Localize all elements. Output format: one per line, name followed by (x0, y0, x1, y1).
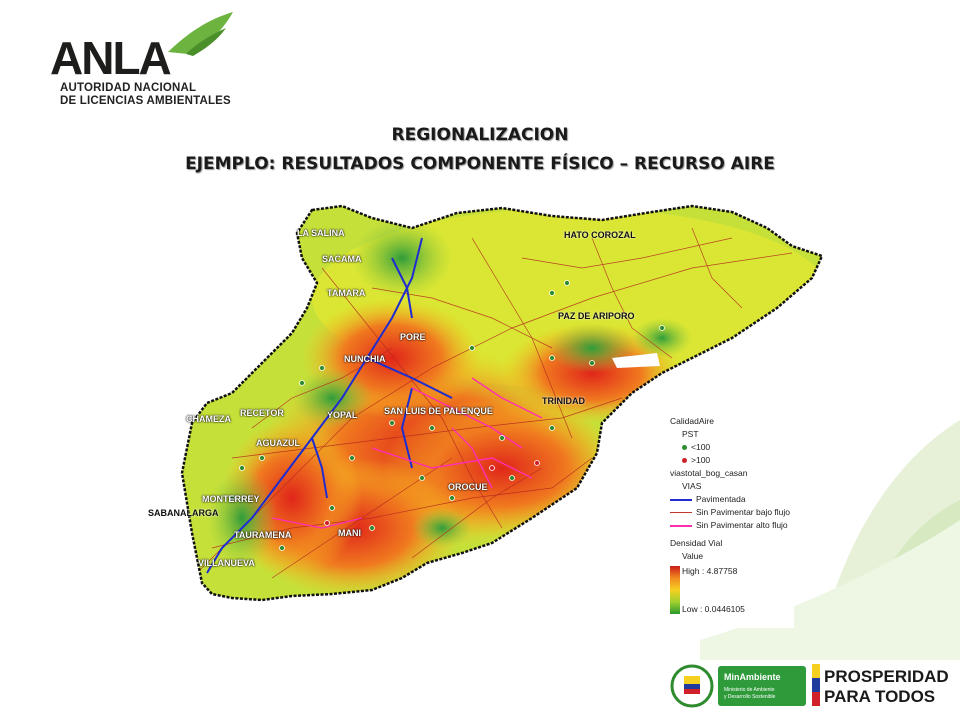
legend-roads-group: VIAS (682, 481, 702, 491)
legend-high-value: High : 4.87758 (682, 566, 738, 576)
minambiente-sub2: y Desarrollo Sostenible (724, 694, 776, 700)
place-label: RECETOR (240, 408, 284, 418)
legend-pst-label: PST (682, 429, 699, 439)
legend-paved-text: Pavimentada (696, 494, 746, 504)
place-label: SABANALARGA (148, 508, 219, 518)
logo-subtitle-line1: AUTORIDAD NACIONAL (60, 82, 197, 94)
unpaved-low-line-icon (670, 512, 692, 514)
place-label: LA SALINA (297, 228, 345, 238)
place-label: MANI (338, 528, 361, 538)
prosperidad-line2: PARA TODOS (824, 687, 935, 706)
place-label: PAZ DE ARIPORO (558, 311, 635, 321)
legend-density-title: Densidad Vial (670, 538, 723, 548)
map-legend: CalidadAire PST <100 >100 viastotal_bog_… (664, 410, 794, 628)
minambiente-sub1: Ministerio de Ambiente (724, 687, 775, 693)
place-label: VILLANUEVA (198, 558, 255, 568)
legend-low-value: Low : 0.0446105 (682, 604, 745, 614)
green-dot-icon (682, 445, 687, 451)
legend-item-high: >100 (682, 455, 710, 465)
minambiente-name: MinAmbiente (724, 672, 781, 682)
prosperidad-logo: PROSPERIDAD PARA TODOS (812, 664, 949, 706)
red-dot-icon (682, 458, 687, 464)
place-label: SACAMA (322, 254, 362, 264)
place-label: OROCUE (448, 482, 488, 492)
minambiente-logo: MinAmbiente Ministerio de Ambiente y Des… (670, 664, 806, 708)
road-density-map: LA SALINA SACAMA TAMARA PORE NUNCHIA HAT… (148, 198, 844, 635)
legend-unpaved-low-text: Sin Pavimentar bajo flujo (696, 507, 791, 517)
prosperidad-line1: PROSPERIDAD (824, 667, 949, 686)
legend-unpaved-high-text: Sin Pavimentar alto flujo (696, 520, 788, 530)
legend-item-unpaved-high: Sin Pavimentar alto flujo (670, 520, 788, 530)
place-label: HATO COROZAL (564, 230, 636, 240)
legend-item-paved: Pavimentada (670, 494, 746, 504)
place-label: TAURAMENA (234, 530, 292, 540)
legend-value-label: Value (682, 551, 704, 561)
density-color-ramp (670, 566, 680, 614)
legend-roads-layer: viastotal_bog_casan (670, 468, 748, 478)
legend-item-low: <100 (682, 442, 710, 452)
anla-logo: ANLA (50, 12, 233, 84)
unpaved-high-line-icon (670, 524, 692, 527)
place-label: TRINIDAD (542, 396, 585, 406)
legend-title: CalidadAire (670, 416, 714, 426)
svg-text:ANLA: ANLA (50, 32, 171, 84)
place-label: YOPAL (327, 410, 358, 420)
place-label: MONTERREY (202, 494, 260, 504)
place-label: NUNCHIA (344, 354, 386, 364)
place-label: AGUAZUL (256, 438, 300, 448)
legend-high-text: >100 (691, 455, 711, 465)
slide-title: REGIONALIZACION (391, 125, 569, 145)
place-label: TAMARA (327, 288, 366, 298)
paved-line-icon (670, 498, 692, 501)
place-label: CHAMEZA (186, 414, 231, 424)
legend-item-unpaved-low: Sin Pavimentar bajo flujo (670, 507, 790, 517)
logo-subtitle: AUTORIDAD NACIONAL DE LICENCIAS AMBIENTA… (60, 82, 231, 108)
logo-subtitle-line2: DE LICENCIAS AMBIENTALES (60, 95, 231, 107)
slide-subtitle: EJEMPLO: RESULTADOS COMPONENTE FÍSICO – … (185, 154, 775, 174)
place-label: SAN LUIS DE PALENQUE (384, 406, 493, 416)
place-label: PORE (400, 332, 426, 342)
legend-low-text: <100 (691, 442, 711, 452)
